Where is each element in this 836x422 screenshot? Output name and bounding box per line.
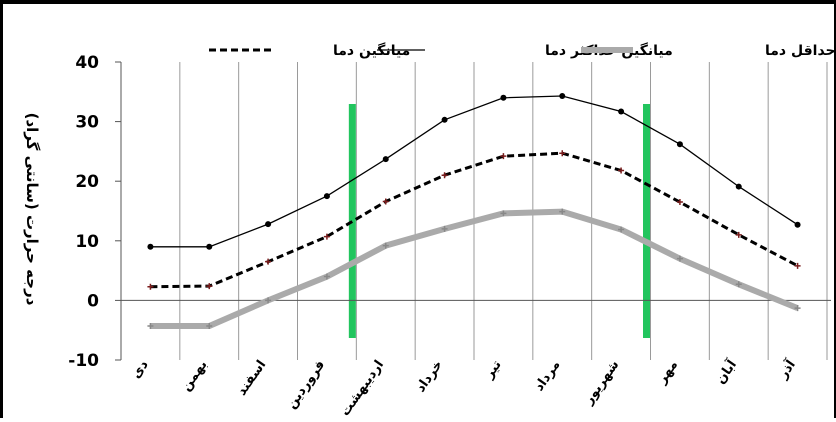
data-point [441, 116, 448, 123]
axes [115, 61, 831, 361]
y-tick-label: 30 [75, 113, 99, 133]
y-axis-label: درجه حرارت (سانتی گراد) [23, 113, 41, 306]
data-point [559, 208, 566, 215]
data-point [676, 255, 683, 262]
data-point [382, 198, 389, 205]
x-tick-label: شهریور [581, 358, 623, 408]
data-point [794, 262, 801, 269]
data-point [618, 226, 625, 233]
season-markers [348, 104, 650, 338]
data-point [794, 221, 801, 228]
temperature-line-chart: -10 0 10 20 30 40 دی بهمن اسفند فروردین اردیبهشت خر… [23, 42, 836, 419]
x-tick-label: بهمن [179, 358, 211, 394]
data-point [559, 92, 566, 99]
series-line [150, 151, 799, 289]
data-point [206, 283, 213, 290]
x-tick-label: مرداد [532, 358, 564, 394]
data-point [206, 323, 213, 330]
data-point [323, 273, 330, 280]
data-point [559, 150, 566, 157]
x-tick-label: فروردین [284, 358, 328, 412]
data-point [323, 193, 330, 200]
data-point [676, 199, 683, 206]
data-point [382, 242, 389, 249]
x-tick-label: خرداد [413, 358, 446, 395]
data-point [735, 183, 742, 190]
series-line [150, 95, 798, 248]
grid-lines [120, 62, 828, 360]
series-line [150, 208, 799, 329]
x-tick-label: آذر [774, 356, 799, 382]
data-point [500, 153, 507, 160]
legend-label: میانگین حداقل دما [765, 42, 834, 59]
data-point [323, 233, 330, 240]
data-point [382, 156, 389, 163]
tick-labels: -10 0 10 20 30 40 دی بهمن اسفند فروردین اردیبهشت خر… [68, 53, 799, 419]
data-point [500, 210, 507, 217]
data-point [147, 323, 154, 330]
data-point [441, 225, 448, 232]
data-point [265, 297, 272, 304]
data-point [735, 231, 742, 238]
x-tick-label: مهر [654, 358, 681, 388]
data-point [265, 258, 272, 265]
data-point [500, 94, 507, 101]
x-tick-label: دی [129, 357, 152, 381]
data-point [794, 305, 801, 312]
data-point [265, 221, 272, 228]
data-point [676, 141, 683, 148]
legend-label: میانگین دما [333, 42, 410, 59]
y-tick-label: 40 [75, 53, 99, 73]
data-point [618, 108, 625, 115]
data-point [618, 167, 625, 174]
x-tick-label: اسفند [234, 358, 269, 399]
y-tick-label: 20 [75, 172, 99, 192]
y-tick-label: 10 [75, 232, 99, 252]
y-tick-label: 0 [87, 291, 99, 311]
y-tick-label: -10 [68, 351, 99, 371]
x-tick-label: تیر [481, 358, 504, 382]
data-point [206, 243, 213, 250]
data-point [735, 281, 742, 288]
data-point [441, 172, 448, 179]
x-tick-label: آبان [712, 356, 741, 387]
series-lines [147, 92, 801, 330]
x-tick-label: اردیبهشت [338, 358, 387, 418]
data-point [147, 283, 154, 290]
data-point [147, 243, 154, 250]
